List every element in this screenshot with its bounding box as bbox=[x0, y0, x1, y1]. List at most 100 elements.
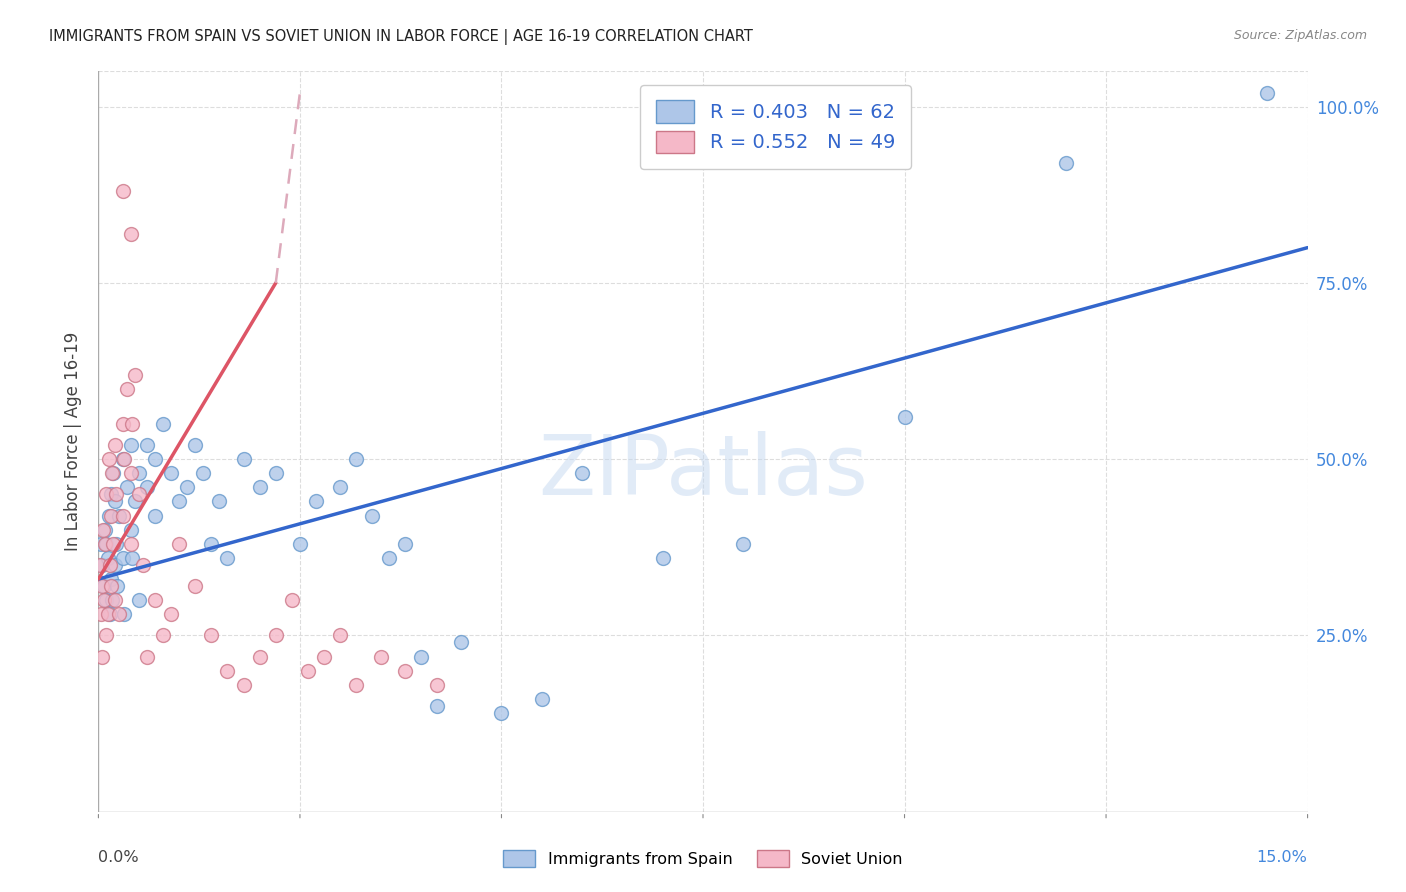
Point bbox=[97, 508, 120, 523]
Point bbox=[135, 438, 157, 452]
Point bbox=[94, 537, 117, 551]
Point bbox=[96, 628, 118, 642]
Point bbox=[128, 593, 150, 607]
Point bbox=[103, 593, 125, 607]
Point bbox=[96, 487, 118, 501]
Point bbox=[111, 417, 134, 431]
Point bbox=[100, 508, 122, 523]
Point bbox=[232, 452, 254, 467]
Legend: Immigrants from Spain, Soviet Union: Immigrants from Spain, Soviet Union bbox=[496, 844, 910, 873]
Point bbox=[184, 438, 207, 452]
Point bbox=[90, 579, 112, 593]
Point bbox=[135, 649, 157, 664]
Point bbox=[120, 438, 142, 452]
Point bbox=[120, 467, 142, 481]
Point bbox=[103, 438, 125, 452]
Text: 0.0%: 0.0% bbox=[98, 850, 139, 865]
Point bbox=[100, 579, 122, 593]
Point bbox=[160, 467, 183, 481]
Point bbox=[143, 593, 166, 607]
Point bbox=[281, 593, 304, 607]
Point bbox=[651, 550, 673, 565]
Point bbox=[176, 480, 198, 494]
Point bbox=[97, 607, 120, 622]
Point bbox=[1054, 156, 1077, 170]
Point bbox=[377, 550, 399, 565]
Point bbox=[305, 494, 328, 508]
Point bbox=[893, 409, 915, 424]
Point bbox=[394, 537, 416, 551]
Point bbox=[249, 480, 271, 494]
Point bbox=[111, 452, 134, 467]
Point bbox=[143, 508, 166, 523]
Point bbox=[264, 628, 287, 642]
Point bbox=[111, 508, 134, 523]
Point bbox=[101, 593, 124, 607]
Point bbox=[288, 537, 311, 551]
Point bbox=[450, 635, 472, 649]
Point bbox=[112, 607, 135, 622]
Point bbox=[97, 452, 120, 467]
Point bbox=[107, 508, 129, 523]
Point bbox=[128, 467, 150, 481]
Point bbox=[97, 550, 120, 565]
Text: ZIPatlas: ZIPatlas bbox=[538, 431, 868, 512]
Point bbox=[91, 649, 114, 664]
Point bbox=[152, 628, 174, 642]
Point bbox=[103, 494, 125, 508]
Point bbox=[98, 607, 121, 622]
Point bbox=[426, 678, 449, 692]
Point bbox=[111, 184, 134, 198]
Point bbox=[128, 487, 150, 501]
Point bbox=[329, 628, 352, 642]
Point bbox=[152, 417, 174, 431]
Point bbox=[101, 467, 124, 481]
Point bbox=[105, 537, 128, 551]
Point bbox=[135, 480, 157, 494]
Point bbox=[100, 572, 122, 586]
Point bbox=[120, 227, 142, 241]
Point bbox=[217, 550, 239, 565]
Point bbox=[733, 537, 755, 551]
Point bbox=[90, 607, 112, 622]
Point bbox=[111, 550, 134, 565]
Point bbox=[103, 558, 125, 572]
Point bbox=[105, 487, 128, 501]
Point bbox=[96, 537, 118, 551]
Point bbox=[98, 558, 121, 572]
Point bbox=[249, 649, 271, 664]
Point bbox=[132, 558, 155, 572]
Point bbox=[101, 467, 124, 481]
Point bbox=[264, 467, 287, 481]
Point bbox=[167, 537, 190, 551]
Point bbox=[314, 649, 336, 664]
Text: IMMIGRANTS FROM SPAIN VS SOVIET UNION IN LABOR FORCE | AGE 16-19 CORRELATION CHA: IMMIGRANTS FROM SPAIN VS SOVIET UNION IN… bbox=[49, 29, 754, 45]
Point bbox=[370, 649, 392, 664]
Point bbox=[297, 664, 319, 678]
Point bbox=[112, 452, 135, 467]
Point bbox=[93, 579, 115, 593]
Point bbox=[101, 537, 124, 551]
Point bbox=[115, 480, 138, 494]
Point bbox=[93, 593, 115, 607]
Point bbox=[91, 523, 114, 537]
Text: Source: ZipAtlas.com: Source: ZipAtlas.com bbox=[1233, 29, 1367, 42]
Point bbox=[107, 607, 129, 622]
Point bbox=[426, 698, 449, 713]
Point bbox=[120, 537, 142, 551]
Point bbox=[200, 628, 222, 642]
Point bbox=[121, 550, 143, 565]
Point bbox=[105, 579, 128, 593]
Point bbox=[217, 664, 239, 678]
Y-axis label: In Labor Force | Age 16-19: In Labor Force | Age 16-19 bbox=[63, 332, 82, 551]
Point bbox=[329, 480, 352, 494]
Point bbox=[232, 678, 254, 692]
Point bbox=[361, 508, 384, 523]
Point bbox=[344, 678, 367, 692]
Point bbox=[394, 664, 416, 678]
Point bbox=[200, 537, 222, 551]
Point bbox=[491, 706, 513, 720]
Legend: R = 0.403   N = 62, R = 0.552   N = 49: R = 0.403 N = 62, R = 0.552 N = 49 bbox=[640, 85, 911, 169]
Point bbox=[193, 467, 215, 481]
Point bbox=[167, 494, 190, 508]
